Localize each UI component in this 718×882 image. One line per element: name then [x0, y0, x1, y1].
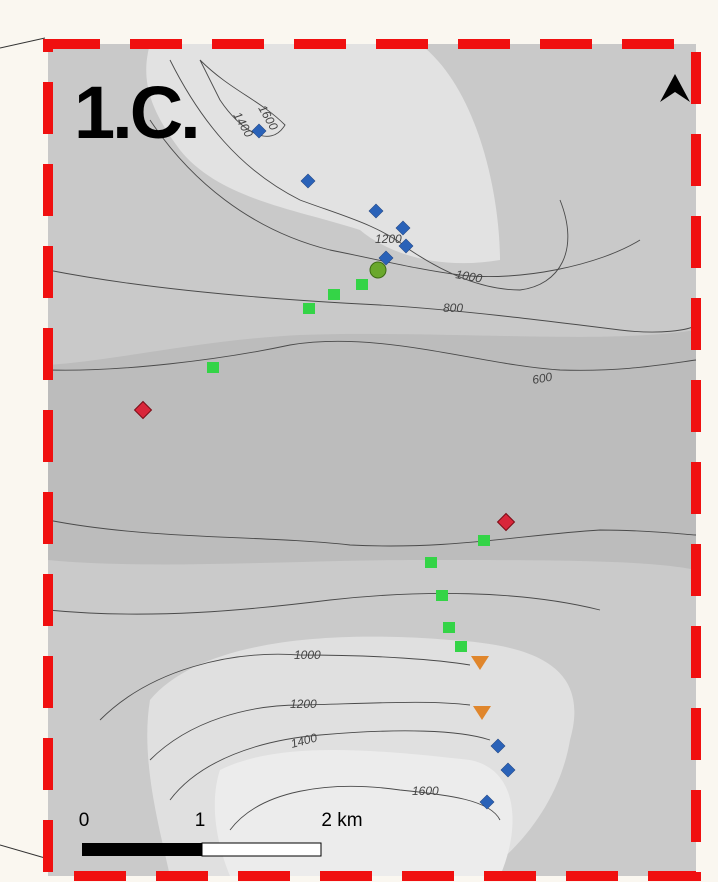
- scale-segment: [202, 843, 321, 856]
- scale-segment: [82, 843, 202, 856]
- contour-label: 1000: [294, 648, 321, 662]
- green-square: [328, 289, 340, 300]
- scale-label: 0: [79, 810, 90, 831]
- contour-label: 800: [443, 301, 463, 315]
- hillshade: [48, 44, 696, 876]
- contour-label: 1200: [290, 697, 317, 711]
- green-square: [436, 590, 448, 601]
- green-square: [303, 303, 315, 314]
- green-square: [478, 535, 490, 546]
- map-figure: 1400 1600 1200 1000 800 600 1000 1200 14…: [0, 0, 718, 882]
- green-square: [443, 622, 455, 633]
- green-square: [207, 362, 219, 373]
- callout-line: [0, 38, 45, 48]
- contour-label: 1600: [412, 784, 439, 798]
- contour-label: 1200: [375, 232, 402, 246]
- green-square: [356, 279, 368, 290]
- panel-label: 1.C.: [74, 71, 198, 154]
- green-square: [425, 557, 437, 568]
- scale-label: 1: [195, 810, 206, 831]
- green-square: [455, 641, 467, 652]
- green-circle: [370, 262, 386, 278]
- callout-line: [0, 845, 45, 858]
- scale-label: 2 km: [321, 810, 362, 831]
